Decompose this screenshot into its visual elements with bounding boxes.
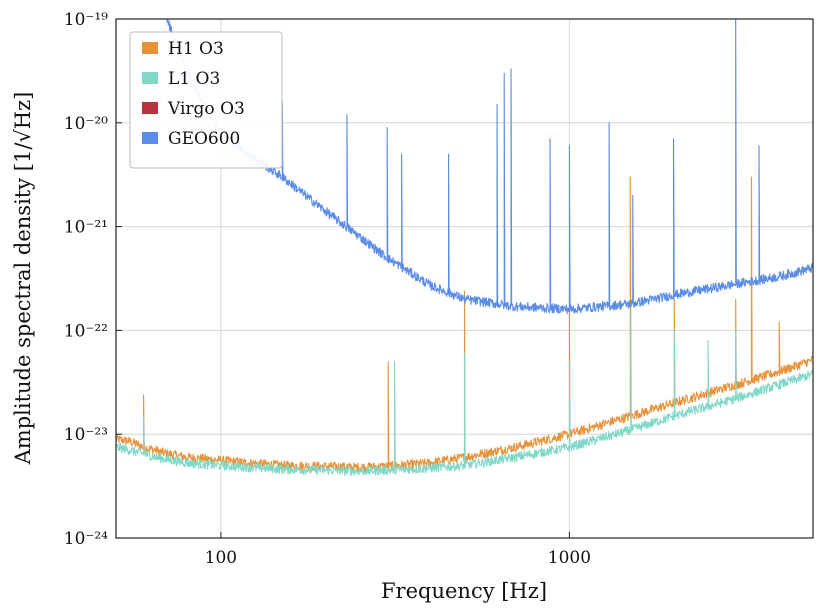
y-tick-label: 10⁻²² bbox=[64, 321, 108, 341]
legend-label-geo600: GEO600 bbox=[168, 129, 240, 149]
legend-label-virgo: Virgo O3 bbox=[167, 99, 245, 119]
legend: H1 O3 L1 O3 Virgo O3 GEO600 bbox=[129, 31, 283, 169]
plot-frame bbox=[115, 18, 814, 539]
series-geo600 bbox=[166, 19, 813, 315]
legend-label-h1: H1 O3 bbox=[168, 39, 224, 59]
y-axis-title: Amplitude spectral density [1/√Hz] bbox=[11, 92, 35, 466]
legend-swatch-h1 bbox=[142, 42, 158, 54]
legend-swatch-virgo bbox=[142, 102, 158, 114]
y-tick-label: 10⁻²³ bbox=[64, 425, 108, 445]
x-tick-label: 100 bbox=[205, 548, 237, 568]
legend-swatch-l1 bbox=[142, 72, 158, 84]
legend-box bbox=[129, 31, 283, 169]
y-tick-label: 10⁻¹⁹ bbox=[64, 10, 108, 30]
x-axis-title: Frequency [Hz] bbox=[381, 579, 547, 603]
x-tick-label: 1000 bbox=[548, 548, 591, 568]
series-layer bbox=[116, 19, 813, 477]
y-tick-label: 10⁻²⁰ bbox=[64, 114, 108, 134]
legend-swatch-geo600 bbox=[142, 132, 158, 144]
series-l1-o3 bbox=[116, 311, 813, 477]
y-tick-label: 10⁻²⁴ bbox=[64, 529, 108, 549]
y-tick-label: 10⁻²¹ bbox=[64, 218, 108, 238]
legend-label-l1: L1 O3 bbox=[168, 69, 220, 89]
axis-ticks: 100 1000 10⁻²⁴ 10⁻²³ 10⁻²² 10⁻²¹ 10⁻²⁰ 10⁻¹⁹ bbox=[64, 10, 591, 568]
